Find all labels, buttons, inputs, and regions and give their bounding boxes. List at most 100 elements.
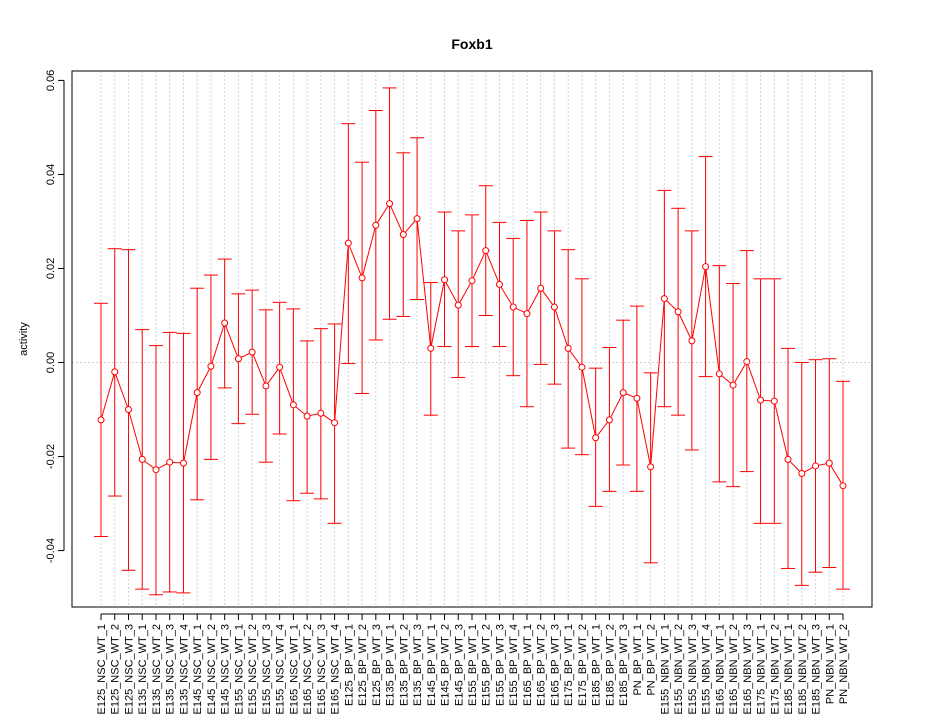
x-tick-label: E165_NSC_WT_4 [330,624,342,715]
x-tick-label: E175_NBN_WT_2 [769,624,781,715]
data-point [743,358,751,366]
x-tick-label: E135_NSC_WT_2 [151,624,163,715]
x-tick-label: E165_BP_WT_1 [522,624,534,706]
data-point [798,469,806,477]
data-point [688,337,696,345]
x-tick-label: E135_NSC_WT_4 [178,624,190,715]
x-tick-label: E165_NSC_WT_1 [288,624,300,715]
data-point [509,303,517,311]
data-point [97,416,105,424]
data-point [578,363,586,371]
data-point [495,280,503,288]
x-tick-label: E155_NBN_WT_4 [701,624,713,715]
data-point [289,401,297,409]
data-point [757,396,765,404]
x-tick-label: E165_BP_WT_3 [549,624,561,706]
x-tick-label: E165_NBN_WT_3 [742,624,754,715]
data-point [523,310,531,318]
x-tick-label: E185_NBN_WT_3 [811,624,823,715]
x-tick-label: E125_BP_WT_3 [371,624,383,706]
x-tick-label: PN_BP_WT_1 [632,624,644,696]
data-point [564,344,572,352]
x-tick-label: E125_BP_WT_1 [343,624,355,706]
data-points [97,200,847,490]
data-point [537,284,545,292]
data-point [702,263,710,271]
data-point [647,463,655,471]
data-point [386,200,394,208]
x-tick-label: PN_NBN_WT_2 [838,624,850,704]
x-tick-label: E145_BP_WT_3 [453,624,465,706]
x-tick-label: PN_BP_WT_2 [646,624,658,696]
data-point [592,434,600,442]
x-tick-label: E125_NSC_WT_1 [96,624,108,715]
x-tick-label: E125_BP_WT_2 [357,624,369,706]
data-point [303,412,311,420]
data-point [399,231,407,239]
x-axis: E125_NSC_WT_1 E125_NSC_WT_2 E125_NSC_WT_3 E… [96,613,850,715]
x-tick-label: E185_BP_WT_3 [618,624,630,706]
data-point [248,348,256,356]
data-point [729,381,737,389]
data-point [660,295,668,303]
y-tick-label: 0.04 [45,164,57,185]
data-point [715,370,723,378]
x-tick-label: E155_BP_WT_1 [467,624,479,706]
y-tick-label: -0.04 [45,538,57,563]
x-tick-label: E155_NBN_WT_3 [687,624,699,715]
plot-frame [71,70,873,608]
data-point [619,389,627,397]
data-point [550,303,558,311]
x-tick-label: E155_BP_WT_2 [481,624,493,706]
data-point [674,308,682,316]
x-tick-label: E135_BP_WT_2 [398,624,410,706]
data-point [839,482,847,490]
x-tick-label: E135_BP_WT_3 [412,624,424,706]
data-point [482,247,490,255]
x-tick-label: E165_NSC_WT_3 [316,624,328,715]
x-tick-label: E185_NBN_WT_1 [783,624,795,715]
data-point [331,419,339,427]
data-point [454,301,462,309]
x-tick-label: E155_NSC_WT_1 [233,624,245,715]
x-tick-label: E175_NBN_WT_1 [756,624,768,715]
data-point [234,355,242,363]
x-tick-label: E125_NSC_WT_3 [123,624,135,715]
data-point [179,459,187,467]
data-point [152,466,160,474]
x-tick-label: E185_NBN_WT_2 [797,624,809,715]
x-tick-label: E155_NSC_WT_4 [275,624,287,715]
x-tick-label: E155_NBN_WT_2 [673,624,685,715]
x-tick-label: E155_NBN_WT_1 [659,624,671,715]
data-point [770,397,778,405]
x-tick-label: E185_BP_WT_2 [604,624,616,706]
data-point [317,409,325,417]
data-point [372,221,380,229]
data-point [124,406,132,414]
x-tick-label: PN_NBN_WT_1 [824,624,836,704]
x-tick-label: E155_BP_WT_3 [494,624,506,706]
x-tick-label: E165_NSC_WT_2 [302,624,314,715]
data-point [413,215,421,223]
data-point [605,416,613,424]
y-axis: -0.04 -0.02 0.00 0.02 0.04 0.06 [45,70,65,563]
x-tick-label: E125_NSC_WT_2 [110,624,122,715]
data-point [468,277,476,285]
x-tick-label: E145_NSC_WT_2 [206,624,218,715]
x-tick-label: E175_BP_WT_1 [563,624,575,706]
y-axis-label: activity [18,322,30,356]
x-tick-label: E165_NBN_WT_1 [714,624,726,715]
x-tick-label: E145_BP_WT_2 [440,624,452,706]
data-point [138,455,146,463]
chart-title: Foxb1 [451,36,492,52]
x-tick-label: E145_NSC_WT_1 [192,624,204,715]
x-tick-label: E145_NSC_WT_3 [220,624,232,715]
data-point [207,362,215,370]
x-tick-label: E165_BP_WT_2 [536,624,548,706]
x-tick-label: E135_NSC_WT_3 [165,624,177,715]
y-tick-label: 0.00 [45,352,57,373]
x-tick-label: E135_NSC_WT_1 [137,624,149,715]
data-point [166,458,174,466]
data-point [262,382,270,390]
